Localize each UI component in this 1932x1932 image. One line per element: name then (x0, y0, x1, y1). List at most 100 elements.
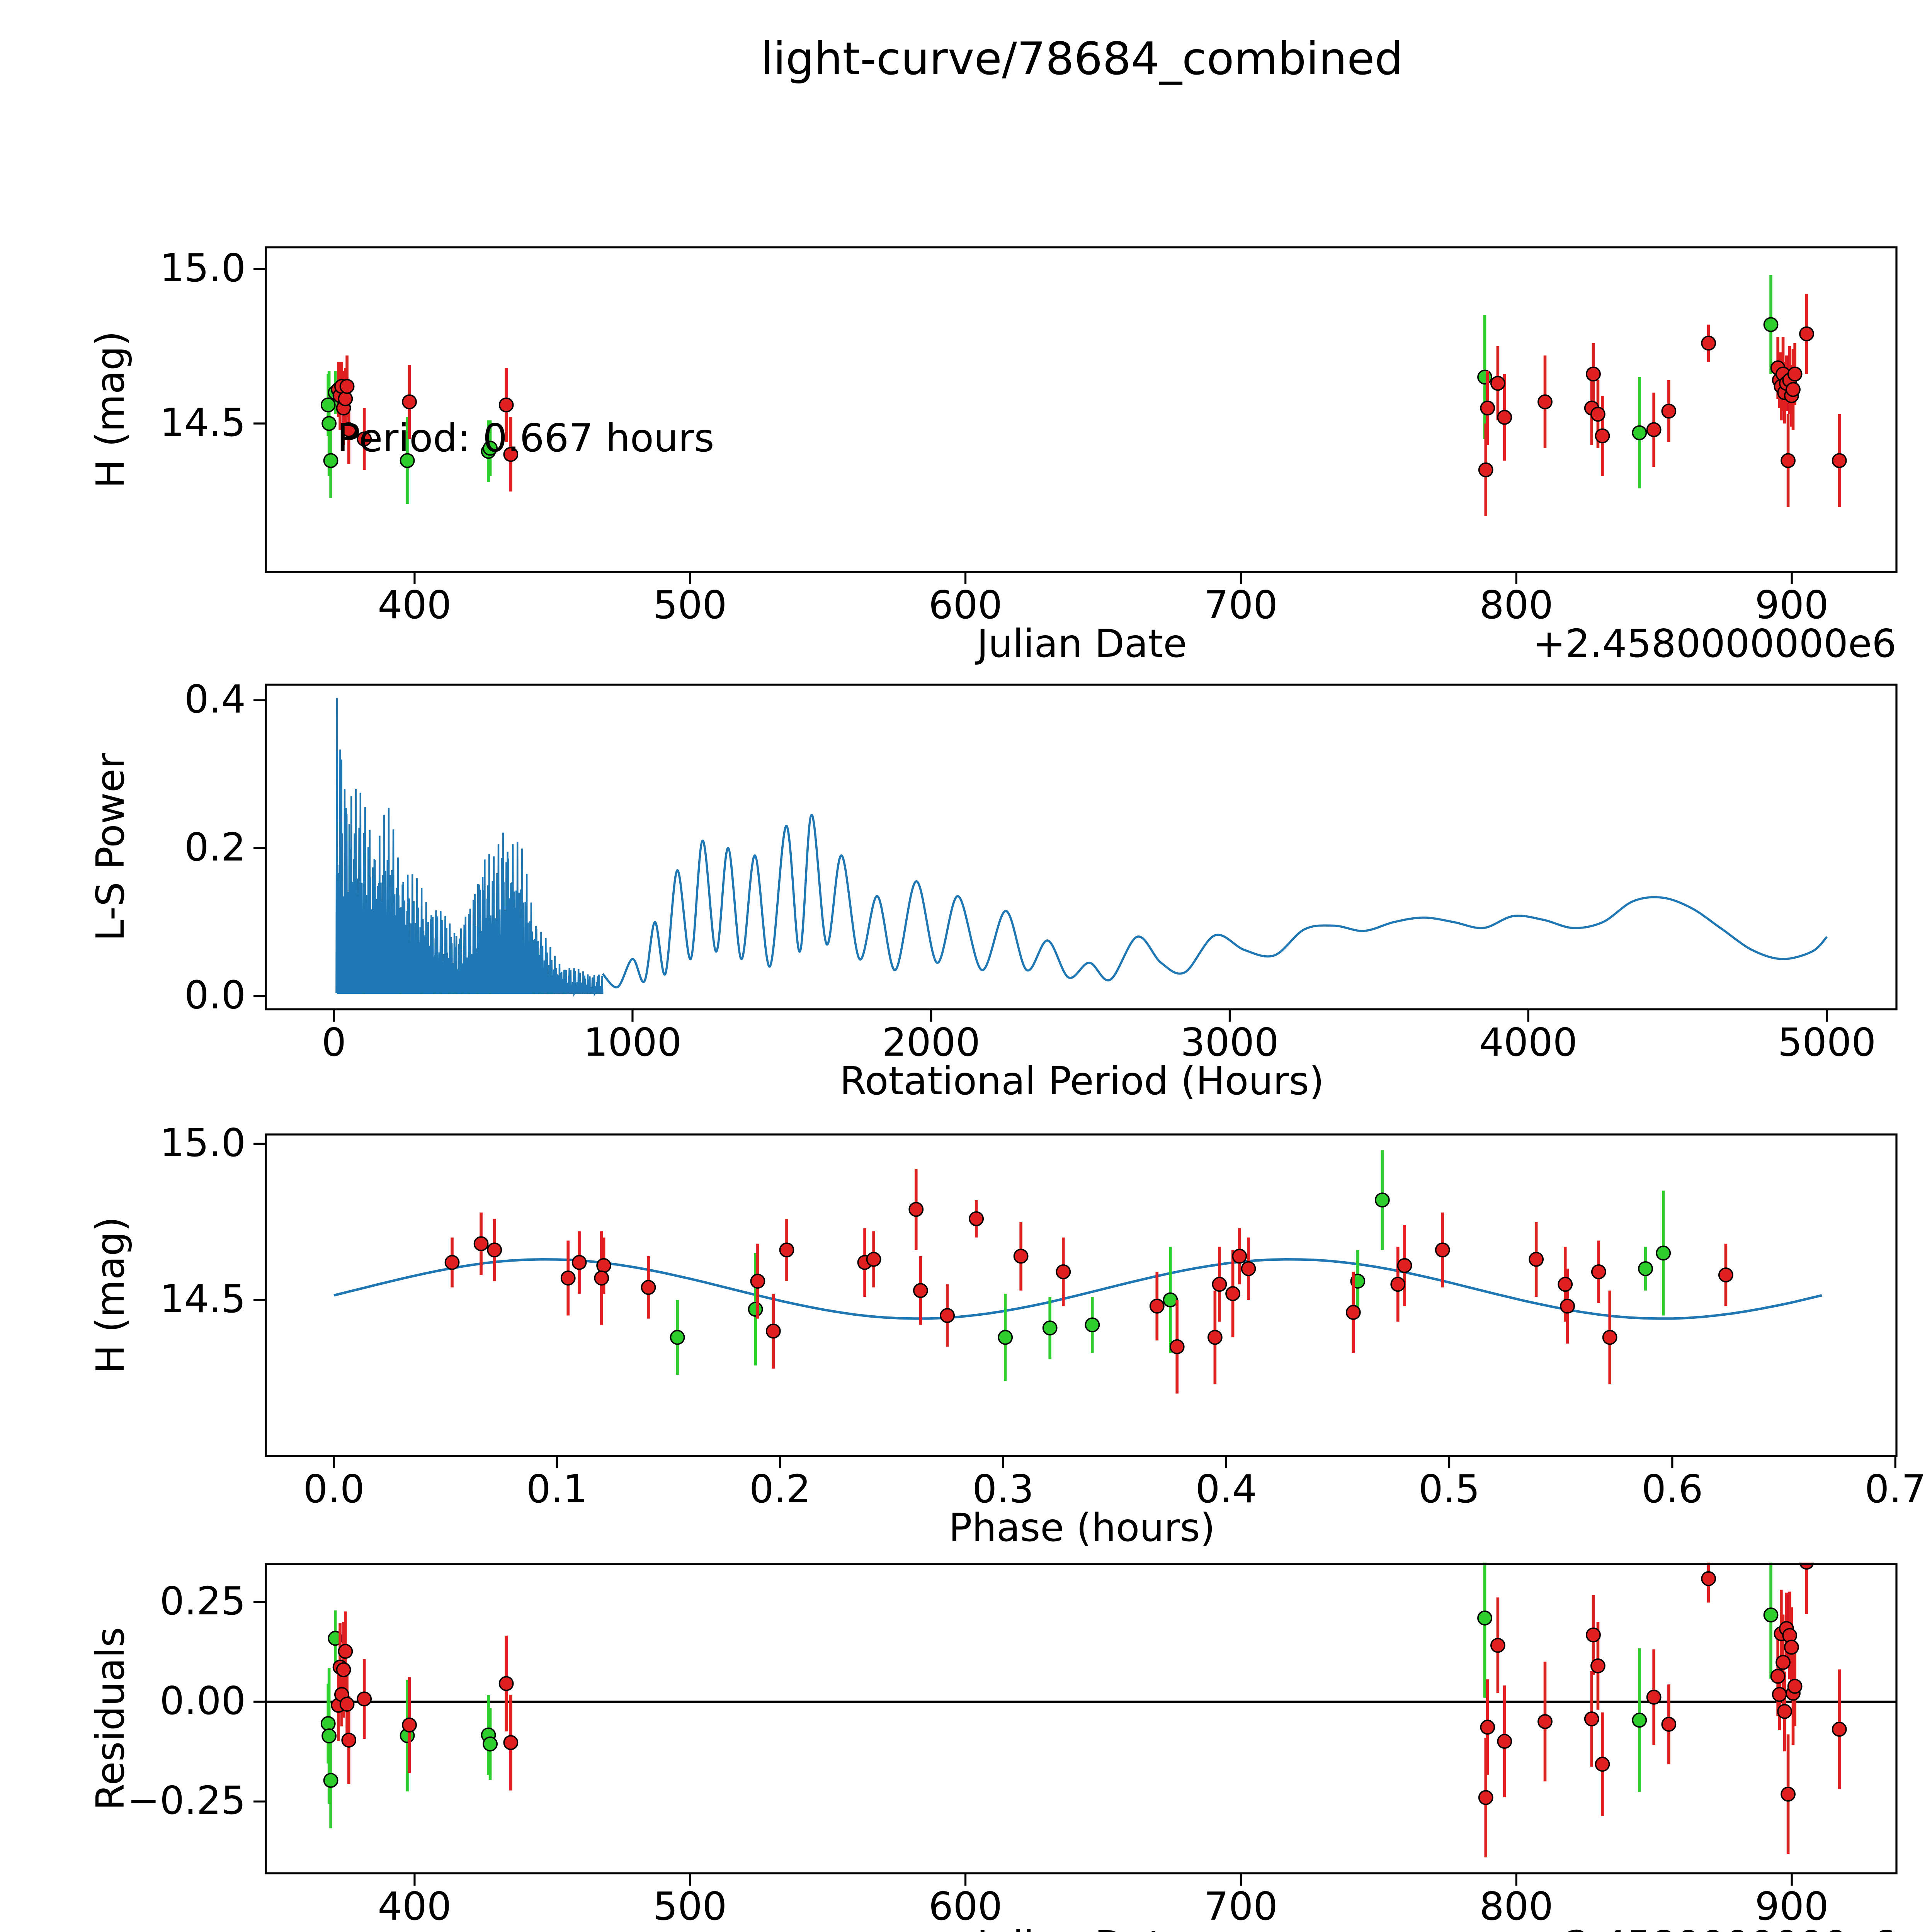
data-point (1786, 382, 1801, 397)
data-point (1529, 1252, 1544, 1267)
data-point (641, 1280, 656, 1295)
data-point (1013, 1248, 1029, 1264)
data-point (1169, 1339, 1185, 1354)
data-point (1085, 1317, 1100, 1333)
data-point (1390, 1277, 1406, 1292)
x-tick-label: 900 (1755, 1884, 1829, 1929)
data-point (1560, 1298, 1575, 1314)
data-point (913, 1283, 928, 1298)
data-point (866, 1252, 881, 1267)
data-point (1480, 400, 1495, 416)
data-point (1832, 453, 1847, 468)
data-point (341, 422, 357, 437)
data-point (321, 1728, 337, 1743)
data-point (498, 397, 514, 413)
data-point (1590, 406, 1605, 422)
panel-jd-magnitude-plot: 400 500 600 700 800 900 14.5 15.0 (160, 245, 1898, 628)
data-point (473, 1236, 489, 1252)
data-point (1656, 1245, 1671, 1261)
x-tick-label: 500 (653, 1884, 727, 1929)
data-point (1397, 1258, 1412, 1273)
data-point (1478, 1790, 1493, 1805)
panel-phased-curve-plot: 0.0 0.1 0.2 0.3 0.4 0.5 0.6 0.7 14.5 15.0 (160, 1120, 1926, 1512)
data-point (339, 1697, 355, 1712)
data-point (1537, 394, 1553, 410)
data-point (1163, 1292, 1178, 1308)
y-tick-label: 15.0 (160, 245, 246, 291)
data-point (1832, 1721, 1847, 1737)
data-point (1787, 366, 1803, 382)
p3-ylabel: H (mag) (88, 1216, 133, 1374)
y-tick-label: 0.2 (184, 825, 246, 870)
x-tick-label: 400 (378, 582, 451, 628)
data-point (444, 1255, 460, 1270)
y-tick-label: 14.5 (160, 1276, 246, 1321)
data-point (594, 1270, 609, 1286)
data-point (1586, 1627, 1601, 1643)
x-tick-label: 2000 (882, 1020, 980, 1065)
data-point (1701, 335, 1716, 351)
data-point (320, 397, 336, 413)
x-tick-label: 0.1 (526, 1466, 588, 1512)
data-point (320, 1716, 336, 1731)
data-point (402, 394, 417, 410)
data-point (341, 1733, 357, 1748)
data-point (670, 1330, 685, 1345)
y-tick-label: 0.25 (160, 1578, 246, 1624)
data-point (1490, 1638, 1505, 1653)
data-point (483, 1736, 498, 1752)
data-point (323, 1773, 338, 1788)
x-tick-label: 0 (321, 1020, 346, 1065)
x-tick-label: 0.0 (303, 1466, 365, 1512)
y-tick-label: 0.4 (184, 677, 246, 722)
period-annotation: Period: 0.667 hours (337, 415, 714, 461)
axes-frame (265, 684, 1898, 1010)
data-point (336, 1662, 351, 1677)
data-point (357, 431, 372, 447)
data-point (1632, 1713, 1647, 1728)
data-point (487, 1242, 502, 1258)
axes-frame (265, 246, 1898, 573)
p1-ylabel: H (mag) (88, 331, 133, 488)
panel-periodogram: 0 1000 2000 3000 4000 5000 0.0 0.2 0.4 L-S Power… (88, 677, 1898, 1104)
data-point (748, 1301, 763, 1317)
x-tick-label: 0.5 (1418, 1466, 1480, 1512)
data-point (1590, 1658, 1605, 1673)
x-tick-label: 500 (653, 582, 727, 628)
data-point (1232, 1248, 1247, 1264)
data-point (750, 1274, 765, 1289)
x-tick-label: 5000 (1778, 1020, 1876, 1065)
panel-phased-curve: 0.0 0.1 0.2 0.3 0.4 0.5 0.6 0.7 14.5 15.0 H (mag)… (88, 1120, 1926, 1550)
x-tick-label: 1000 (583, 1020, 682, 1065)
p2-ylabel: L-S Power (88, 752, 133, 941)
data-point (1781, 1786, 1796, 1802)
x-tick-label: 0.6 (1641, 1466, 1703, 1512)
data-point (1558, 1277, 1573, 1292)
data-point (1478, 462, 1493, 478)
data-point (1638, 1261, 1653, 1276)
p1-axis-offset: +2.4580000000e6 (1533, 621, 1896, 666)
data-point (357, 1691, 372, 1707)
y-tick-label: −0.25 (128, 1778, 246, 1823)
data-point (1777, 1704, 1793, 1719)
data-point (339, 379, 355, 394)
data-point (1784, 1639, 1799, 1655)
x-tick-label: 600 (929, 582, 1002, 628)
data-point (1595, 1757, 1610, 1772)
x-tick-label: 0.2 (749, 1466, 811, 1512)
data-point (1490, 376, 1505, 391)
data-point (1435, 1242, 1450, 1258)
p3-xlabel: Phase (hours) (949, 1505, 1215, 1550)
data-point (1799, 326, 1814, 342)
data-point (1602, 1330, 1617, 1345)
data-point (1241, 1261, 1256, 1276)
data-point (596, 1258, 611, 1273)
x-tick-label: 900 (1755, 582, 1829, 628)
x-tick-label: 700 (1204, 1884, 1278, 1929)
data-point (1646, 422, 1662, 437)
plot-content (333, 1150, 1822, 1394)
data-point (940, 1308, 955, 1323)
x-tick-label: 0.4 (1196, 1466, 1257, 1512)
y-tick-label: 0.00 (160, 1678, 246, 1723)
